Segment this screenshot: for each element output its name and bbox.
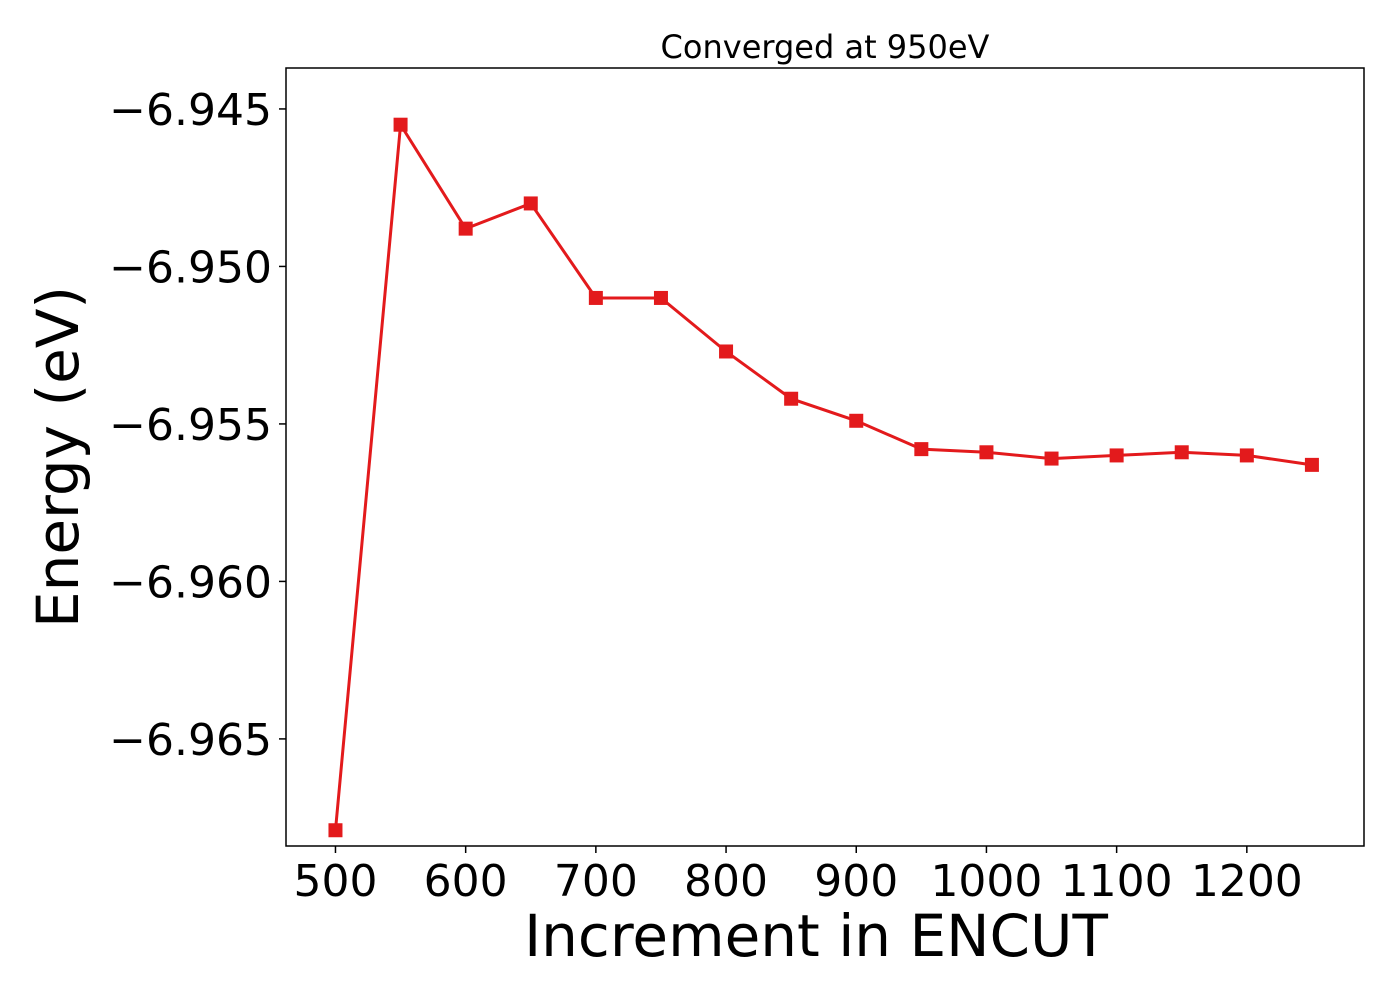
x-axis-ticks: 500 600 700 800 900 1000 1100 1200 xyxy=(293,846,1303,907)
data-point-marker xyxy=(1304,457,1319,472)
data-point-marker xyxy=(979,445,994,460)
data-point-marker xyxy=(1239,448,1254,463)
data-point-marker xyxy=(784,391,799,406)
y-tick-label: −6.950 xyxy=(109,242,272,293)
data-point-marker xyxy=(1109,448,1124,463)
x-tick-label: 900 xyxy=(814,856,898,907)
data-point-marker xyxy=(328,823,343,838)
data-point-marker xyxy=(393,117,408,132)
energy-series-markers xyxy=(328,117,1319,838)
x-tick-label: 600 xyxy=(424,856,508,907)
y-tick-label: −6.945 xyxy=(109,85,272,136)
energy-series-line xyxy=(333,120,1313,831)
data-point-marker xyxy=(588,290,603,305)
x-tick-label: 800 xyxy=(684,856,768,907)
plot-area-frame xyxy=(285,67,1365,847)
data-point-marker xyxy=(914,442,929,457)
x-tick-label: 1100 xyxy=(1061,856,1173,907)
chart-title: Converged at 950eV xyxy=(661,28,990,66)
y-tick-label: −6.960 xyxy=(109,557,272,608)
y-axis-ticks: −6.945 −6.950 −6.955 −6.960 −6.965 xyxy=(109,85,286,766)
data-point-marker xyxy=(1174,445,1189,460)
y-axis-label: Energy (eV) xyxy=(24,286,92,628)
x-axis-label: Increment in ENCUT xyxy=(524,902,1108,970)
x-tick-label: 1000 xyxy=(930,856,1042,907)
data-point-marker xyxy=(849,413,864,428)
data-point-marker xyxy=(719,344,734,359)
data-point-marker xyxy=(653,290,668,305)
y-tick-label: −6.955 xyxy=(109,400,272,451)
x-tick-label: 700 xyxy=(554,856,638,907)
x-tick-label: 1200 xyxy=(1191,856,1303,907)
y-tick-label: −6.965 xyxy=(109,715,272,766)
data-point-marker xyxy=(523,196,538,211)
data-point-marker xyxy=(1044,451,1059,466)
x-tick-label: 500 xyxy=(293,856,377,907)
data-point-marker xyxy=(458,221,473,236)
